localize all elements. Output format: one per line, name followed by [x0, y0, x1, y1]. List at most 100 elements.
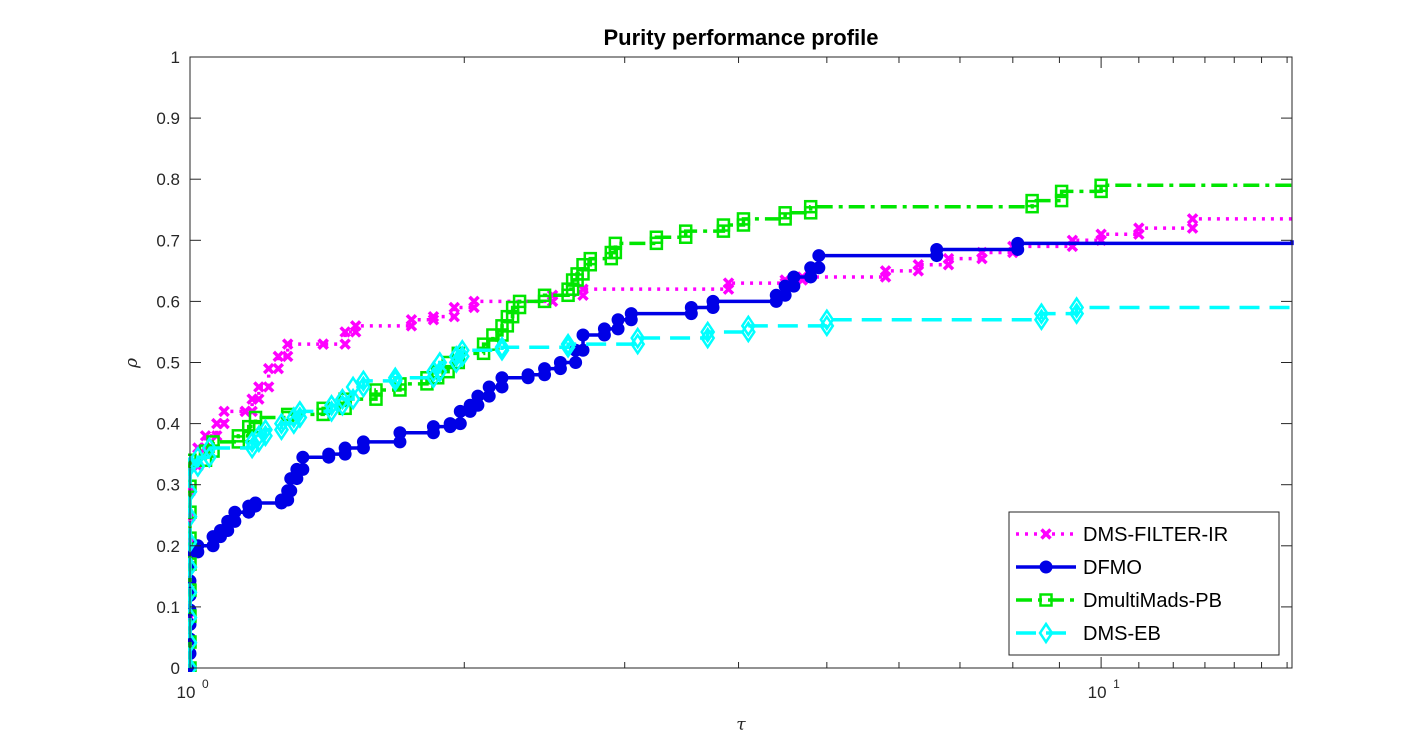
series-dfmo	[188, 236, 1294, 672]
y-tick-label: 0	[171, 659, 180, 678]
y-tick-label: 0.8	[156, 170, 180, 189]
data-point-dmultimads-pb	[441, 364, 455, 379]
data-point-dmultimads-pb	[476, 346, 491, 361]
data-point-dms-eb	[494, 339, 510, 362]
data-point-dmultimads-pb	[716, 224, 731, 238]
data-point-dms-filter-ir	[262, 362, 275, 375]
x-tick-label: 10	[177, 683, 196, 702]
data-point-dfmo	[221, 524, 235, 538]
data-point-dmultimads-pb	[369, 392, 383, 406]
data-point-dms-filter-ir	[281, 338, 294, 350]
legend-marker-dms-eb	[1038, 621, 1054, 645]
y-axis-label: ρ	[122, 358, 142, 369]
data-point-dfmo	[930, 249, 944, 263]
data-point-dms-eb	[630, 326, 646, 350]
data-point-dms-eb	[273, 412, 289, 435]
data-point-dfmo	[812, 261, 826, 275]
data-point-dms-eb	[286, 412, 302, 435]
data-point-dms-eb	[560, 332, 576, 356]
data-point-dmultimads-pb	[241, 419, 256, 434]
data-point-dmultimads-pb	[537, 294, 552, 309]
data-point-dmultimads-pb	[1054, 193, 1069, 208]
data-point-dms-filter-ir	[262, 381, 275, 393]
data-point-dms-eb	[454, 339, 470, 362]
legend-label-dfmo: DFMO	[1083, 557, 1142, 579]
data-point-dms-eb	[448, 351, 464, 374]
data-point-dms-eb	[345, 387, 361, 411]
data-point-dmultimads-pb	[736, 218, 751, 232]
y-tick-label: 0.9	[156, 109, 180, 128]
data-point-dms-eb	[324, 394, 340, 417]
data-point-dfmo	[597, 328, 611, 342]
data-point-dms-eb	[190, 445, 206, 469]
data-point-dmultimads-pb	[678, 230, 693, 244]
data-point-dms-filter-ir	[218, 417, 230, 430]
data-point-dms-filter-ir	[405, 320, 418, 332]
legend-marker-dmultimads-pb	[1039, 593, 1053, 607]
data-point-dfmo	[248, 499, 262, 513]
data-point-dms-eb	[387, 366, 403, 390]
data-point-dms-eb	[201, 436, 217, 460]
data-point-dmultimads-pb	[803, 206, 818, 220]
data-point-dms-eb	[273, 418, 289, 441]
data-point-dmultimads-pb	[576, 267, 590, 281]
data-point-dfmo	[812, 249, 826, 263]
data-point-dfmo	[778, 288, 792, 302]
x-tick-exponent: 1	[1113, 677, 1120, 691]
data-point-dms-eb	[819, 314, 835, 338]
data-point-dms-filter-ir	[272, 350, 285, 363]
data-point-dmultimads-pb	[778, 212, 792, 226]
data-point-dfmo	[769, 294, 783, 308]
data-point-dmultimads-pb	[1025, 199, 1039, 214]
data-point-dmultimads-pb	[583, 257, 598, 272]
y-tick-label: 0.5	[156, 354, 180, 373]
data-point-dms-filter-ir	[722, 283, 735, 295]
data-point-dms-eb	[257, 418, 273, 441]
legend-label-dms-eb: DMS-EB	[1083, 623, 1161, 645]
data-point-dms-filter-ir	[339, 338, 351, 350]
data-point-dms-eb	[190, 455, 206, 478]
legend-label-dmultimads-pb: DmultiMads-PB	[1083, 590, 1222, 612]
y-tick-label: 0.7	[156, 231, 180, 250]
data-point-dmultimads-pb	[505, 309, 520, 324]
data-point-dms-eb	[630, 332, 646, 356]
data-point-dms-eb	[334, 387, 350, 411]
data-point-dmultimads-pb	[608, 236, 623, 251]
data-point-dms-filter-ir	[577, 289, 589, 302]
data-point-dms-eb	[700, 320, 716, 344]
data-point-dms-eb	[454, 345, 470, 368]
data-point-dfmo	[356, 441, 370, 455]
data-point-dfmo	[804, 270, 818, 284]
y-tick-label: 0.6	[156, 292, 180, 311]
legend-label-dms-filter-ir: DMS-FILTER-IR	[1083, 524, 1228, 546]
data-point-dmultimads-pb	[248, 410, 263, 425]
data-point-dms-eb	[286, 406, 302, 429]
data-point-dfmo	[624, 313, 638, 327]
data-point-dms-eb	[292, 406, 308, 429]
data-point-dfmo	[453, 417, 467, 431]
data-point-dms-eb	[201, 445, 217, 469]
data-point-dfmo	[284, 484, 298, 498]
x-tick-label: 10	[1088, 683, 1107, 702]
data-point-dms-eb	[292, 400, 308, 423]
data-point-dms-eb	[324, 400, 340, 423]
data-point-dmultimads-pb	[1054, 184, 1069, 199]
data-point-dfmo	[576, 343, 590, 357]
data-point-dms-filter-ir	[339, 326, 351, 338]
data-point-dfmo	[495, 380, 509, 394]
data-point-dms-eb	[355, 375, 371, 399]
x-tick-exponent: 0	[202, 677, 209, 691]
data-point-dms-eb	[560, 335, 576, 359]
data-point-dfmo	[296, 450, 310, 464]
data-point-dms-eb	[1069, 296, 1085, 319]
data-point-dfmo	[611, 322, 625, 336]
data-point-dms-eb	[345, 375, 361, 399]
data-point-dms-eb	[355, 369, 371, 393]
y-axis-ticks: 0 0.1 0.2 0.3 0.4 0.5 0.6 0.7 0.8 0.9 1	[156, 48, 1292, 678]
data-point-dms-eb	[448, 345, 464, 368]
data-point-dfmo	[706, 301, 720, 315]
data-point-dfmo	[290, 472, 304, 486]
data-point-dfmo	[684, 307, 698, 321]
legend-item-dms-filter-ir: DMS-FILTER-IR	[1016, 524, 1228, 546]
data-point-dfmo	[322, 450, 336, 464]
